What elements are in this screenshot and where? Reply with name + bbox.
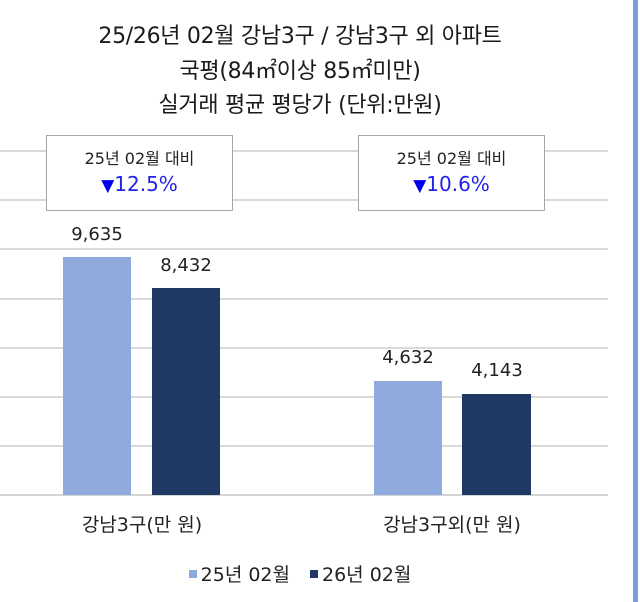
legend-label: 25년 02월: [200, 564, 290, 586]
chart-title-line-2: 국평(84㎡이상 85㎡미만): [179, 59, 421, 84]
bar-gangnam3gu-25-02: [63, 257, 131, 495]
change-callout-gangnam3gu: 25년 02월 대비 ▼12.5%: [46, 135, 233, 211]
legend: 25년 02월 26년 02월: [0, 560, 600, 587]
x-axis-baseline: [0, 494, 608, 496]
gridline: [0, 298, 608, 300]
legend-item-25-02: 25년 02월: [188, 560, 290, 587]
x-axis-label-gangnam3gu: 강남3구(만 원): [81, 514, 203, 536]
callout-title: 25년 02월 대비: [84, 149, 195, 168]
x-axis-label-outside-gangnam3gu: 강남3구외(만 원): [383, 514, 521, 536]
change-callout-outside-gangnam3gu: 25년 02월 대비 ▼10.6%: [358, 135, 545, 211]
value-label: 9,635: [71, 224, 123, 245]
callout-percent: 10.6%: [426, 172, 490, 196]
window-right-border: [633, 0, 638, 602]
gridline: [0, 248, 608, 250]
down-triangle-icon: ▼: [101, 176, 115, 196]
gridline: [0, 199, 608, 201]
chart-title-line-3: 실거래 평균 평당가 (단위:만원): [158, 93, 442, 118]
callout-percent: 12.5%: [114, 172, 178, 196]
bar-outside-gangnam3gu-26-02: [462, 394, 531, 495]
value-label: 8,432: [160, 255, 212, 276]
gridline: [0, 396, 608, 398]
bar-gangnam3gu-26-02: [152, 288, 220, 495]
value-label: 4,143: [471, 360, 523, 381]
value-label: 4,632: [382, 347, 434, 368]
legend-swatch-icon: [310, 569, 318, 578]
down-triangle-icon: ▼: [413, 176, 427, 196]
gridline: [0, 150, 608, 152]
legend-swatch-icon: [188, 569, 197, 578]
bar-outside-gangnam3gu-25-02: [374, 381, 442, 495]
callout-title: 25년 02월 대비: [396, 149, 507, 168]
chart-title-line-1: 25/26년 02월 강남3구 / 강남3구 외 아파트: [98, 24, 502, 49]
legend-item-26-02: 26년 02월: [310, 560, 411, 587]
gridline: [0, 445, 608, 447]
gridline: [0, 347, 608, 349]
legend-label: 26년 02월: [322, 564, 412, 586]
